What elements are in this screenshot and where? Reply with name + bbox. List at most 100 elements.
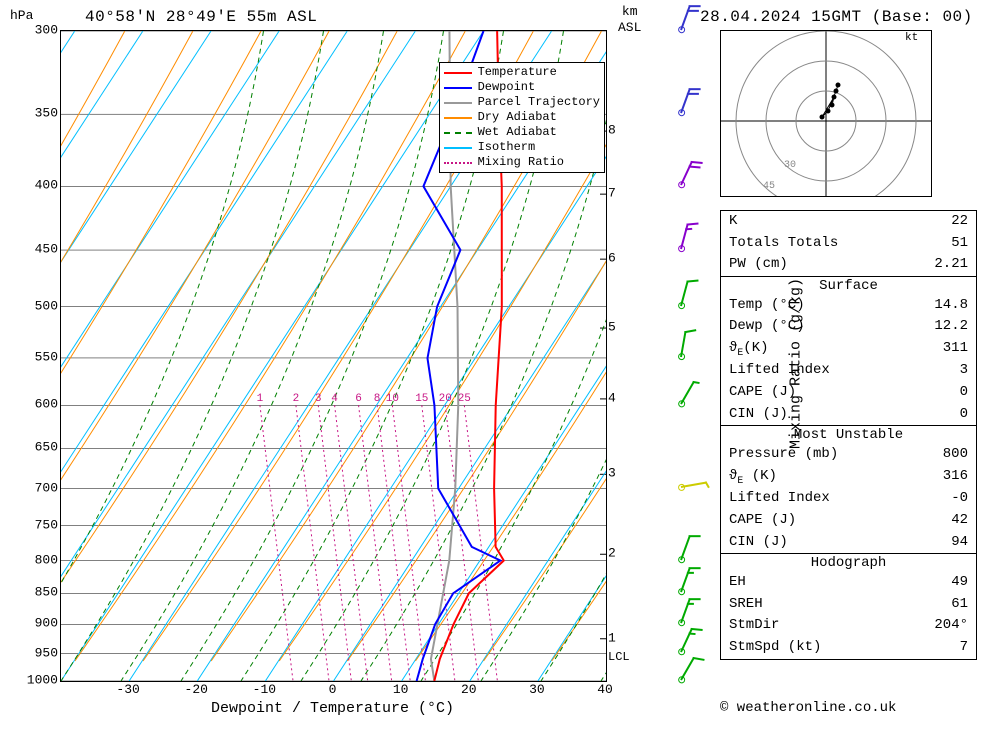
index-row: K 22 bbox=[721, 211, 976, 233]
wind-barb bbox=[680, 535, 691, 560]
pressure-tick: 700 bbox=[35, 480, 58, 495]
index-label: PW (cm) bbox=[729, 255, 788, 275]
legend-item: Wet Adiabat bbox=[444, 125, 600, 140]
altitude-tick: 7 bbox=[608, 186, 616, 201]
legend-item: Parcel Trajectory bbox=[444, 95, 600, 110]
index-value: 51 bbox=[951, 234, 968, 254]
location-title: 40°58'N 28°49'E 55m ASL bbox=[85, 8, 317, 26]
wind-barb bbox=[681, 482, 707, 488]
index-label: Pressure (mb) bbox=[729, 445, 838, 465]
index-value: 800 bbox=[943, 445, 968, 465]
skewt-plot-area: 12346810152025 TemperatureDewpointParcel… bbox=[60, 30, 607, 682]
legend-swatch bbox=[444, 87, 472, 89]
index-label: Dewp (°C) bbox=[729, 317, 805, 337]
wind-barb bbox=[680, 88, 691, 113]
pressure-tick: 1000 bbox=[27, 673, 58, 688]
index-label: Lifted Index bbox=[729, 361, 830, 381]
legend-label: Parcel Trajectory bbox=[478, 95, 600, 110]
wind-barb-column bbox=[670, 30, 700, 680]
index-row: CAPE (J) 0 bbox=[721, 382, 976, 404]
svg-text:25: 25 bbox=[458, 393, 471, 405]
index-label: StmSpd (kt) bbox=[729, 638, 821, 658]
index-row: SREH 61 bbox=[721, 594, 976, 616]
legend-label: Isotherm bbox=[478, 140, 536, 155]
wind-barb bbox=[680, 598, 691, 623]
index-row: Temp (°C) 14.8 bbox=[721, 295, 976, 317]
index-label: SREH bbox=[729, 595, 763, 615]
legend: TemperatureDewpointParcel TrajectoryDry … bbox=[439, 62, 605, 173]
index-label: Temp (°C) bbox=[729, 296, 805, 316]
altitude-tick: 3 bbox=[608, 466, 616, 481]
legend-label: Temperature bbox=[478, 65, 557, 80]
index-value: 7 bbox=[960, 638, 968, 658]
index-label: CAPE (J) bbox=[729, 383, 796, 403]
index-row: PW (cm)2.21 bbox=[721, 254, 976, 276]
wind-barb bbox=[680, 567, 691, 592]
wind-barb bbox=[680, 280, 689, 306]
index-panel: K22Totals Totals51PW (cm)2.21SurfaceTemp… bbox=[720, 210, 977, 660]
index-label: CIN (J) bbox=[729, 405, 788, 425]
index-label: Lifted Index bbox=[729, 489, 830, 509]
index-value: 204° bbox=[934, 616, 968, 636]
index-value: 22 bbox=[951, 212, 968, 232]
index-section-header: Most Unstable bbox=[721, 425, 976, 444]
index-value: -0 bbox=[951, 489, 968, 509]
index-value: 14.8 bbox=[934, 296, 968, 316]
svg-text:2: 2 bbox=[293, 393, 300, 405]
pressure-unit: hPa bbox=[10, 8, 33, 23]
pressure-axis: 3003504004505005506006507007508008509009… bbox=[20, 30, 58, 680]
temp-tick: 10 bbox=[393, 682, 409, 697]
index-value: 3 bbox=[960, 361, 968, 381]
index-label: CAPE (J) bbox=[729, 511, 796, 531]
index-label: ϑE (K) bbox=[729, 467, 777, 488]
svg-text:30: 30 bbox=[784, 160, 796, 171]
index-row: CIN (J) 94 bbox=[721, 532, 976, 554]
svg-text:1: 1 bbox=[257, 393, 264, 405]
index-value: 0 bbox=[960, 383, 968, 403]
index-label: K bbox=[729, 212, 737, 232]
index-label: EH bbox=[729, 573, 746, 593]
altitude-tick: 4 bbox=[608, 390, 616, 405]
skewt-diagram: 40°58'N 28°49'E 55m ASL 28.04.2024 15GMT… bbox=[0, 0, 1000, 733]
index-row: StmSpd (kt) 7 bbox=[721, 637, 976, 659]
legend-item: Isotherm bbox=[444, 140, 600, 155]
altitude-tick: 6 bbox=[608, 251, 616, 266]
svg-text:10: 10 bbox=[386, 393, 399, 405]
altitude-tick: 1 bbox=[608, 630, 616, 645]
x-axis-label: Dewpoint / Temperature (°C) bbox=[60, 700, 605, 717]
wind-barb bbox=[680, 161, 693, 185]
temp-tick: -10 bbox=[253, 682, 276, 697]
index-value: 12.2 bbox=[934, 317, 968, 337]
wind-barb bbox=[680, 381, 695, 405]
legend-swatch bbox=[444, 72, 472, 74]
pressure-tick: 950 bbox=[35, 645, 58, 660]
wind-barb bbox=[680, 628, 693, 652]
altitude-tick: 2 bbox=[608, 546, 616, 561]
pressure-tick: 750 bbox=[35, 517, 58, 532]
index-row: Dewp (°C) 12.2 bbox=[721, 316, 976, 338]
temp-tick: 20 bbox=[461, 682, 477, 697]
altitude-tick: 5 bbox=[608, 320, 616, 335]
index-value: 311 bbox=[943, 339, 968, 360]
legend-label: Wet Adiabat bbox=[478, 125, 557, 140]
pressure-tick: 500 bbox=[35, 298, 58, 313]
datetime-title: 28.04.2024 15GMT (Base: 00) bbox=[700, 8, 973, 26]
svg-text:3: 3 bbox=[315, 393, 322, 405]
legend-swatch bbox=[444, 147, 472, 149]
wind-barb bbox=[680, 224, 689, 250]
svg-text:20: 20 bbox=[439, 393, 452, 405]
index-row: Lifted Index -0 bbox=[721, 488, 976, 510]
legend-label: Dewpoint bbox=[478, 80, 536, 95]
index-label: StmDir bbox=[729, 616, 779, 636]
pressure-tick: 900 bbox=[35, 616, 58, 631]
temp-tick: -20 bbox=[185, 682, 208, 697]
hodograph: 3045 bbox=[720, 30, 932, 197]
index-label: CIN (J) bbox=[729, 533, 788, 553]
pressure-tick: 800 bbox=[35, 552, 58, 567]
pressure-tick: 450 bbox=[35, 242, 58, 257]
copyright: © weatheronline.co.uk bbox=[720, 700, 896, 716]
index-value: 61 bbox=[951, 595, 968, 615]
svg-text:6: 6 bbox=[355, 393, 362, 405]
index-value: 316 bbox=[943, 467, 968, 488]
index-value: 94 bbox=[951, 533, 968, 553]
